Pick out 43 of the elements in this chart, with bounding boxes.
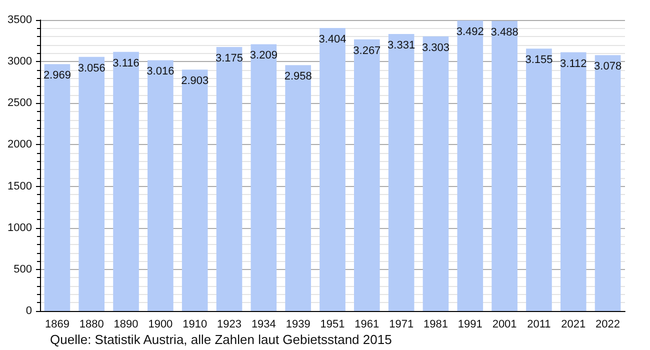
x-tick-label: 1900 — [148, 318, 173, 330]
data-label: 3.331 — [388, 40, 416, 52]
data-label: 3.488 — [490, 26, 518, 38]
data-label: 3.404 — [318, 33, 346, 46]
data-label: 3.155 — [525, 54, 553, 66]
data-label: 2.958 — [284, 70, 312, 83]
y-tick-label: 0 — [26, 305, 32, 317]
x-tick-label: 1951 — [320, 318, 345, 330]
x-tick-label: 2011 — [527, 318, 551, 330]
y-tick-label: 3000 — [8, 56, 32, 68]
x-tick-label: 1971 — [389, 318, 414, 330]
x-tick-label: 2022 — [596, 318, 620, 330]
x-tick-label: 1981 — [423, 318, 448, 330]
data-label: 2.969 — [43, 70, 71, 82]
x-tick-label: 1880 — [79, 318, 104, 330]
y-tick-label: 3500 — [8, 14, 32, 26]
data-label: 3.267 — [353, 44, 381, 57]
x-tick-label: 1890 — [114, 318, 138, 330]
y-tick-label: 1500 — [8, 180, 32, 192]
x-tick-label: 1939 — [286, 318, 310, 330]
x-tick-label: 1910 — [182, 318, 208, 330]
x-tick-label: 2021 — [561, 318, 586, 330]
x-tick-label: 1923 — [217, 318, 242, 330]
source-note: Quelle: Statistik Austria, alle Zahlen laut Gebietsstand 2015 — [50, 332, 392, 347]
x-tick-label: 2001 — [492, 318, 517, 330]
data-label: 3.078 — [594, 60, 622, 73]
x-tick-label: 1934 — [251, 318, 276, 330]
y-tick-label: 2000 — [8, 138, 32, 151]
data-label: 3.056 — [78, 62, 106, 74]
data-label: 3.016 — [146, 66, 174, 78]
data-label: 3.303 — [422, 42, 450, 54]
x-tick-label: 1869 — [44, 318, 70, 330]
data-label: 3.112 — [560, 58, 587, 70]
data-label: 3.116 — [112, 57, 140, 70]
y-tick-label: 500 — [14, 263, 32, 276]
x-tick-label: 1991 — [458, 318, 482, 330]
data-label: 3.492 — [456, 26, 484, 38]
data-label: 3.175 — [216, 52, 244, 65]
x-tick-label: 1961 — [354, 318, 380, 330]
y-tick-label: 1000 — [8, 222, 32, 234]
data-label: 3.209 — [250, 50, 278, 62]
y-tick-label: 2500 — [8, 97, 32, 110]
data-label: 2.903 — [181, 75, 209, 88]
